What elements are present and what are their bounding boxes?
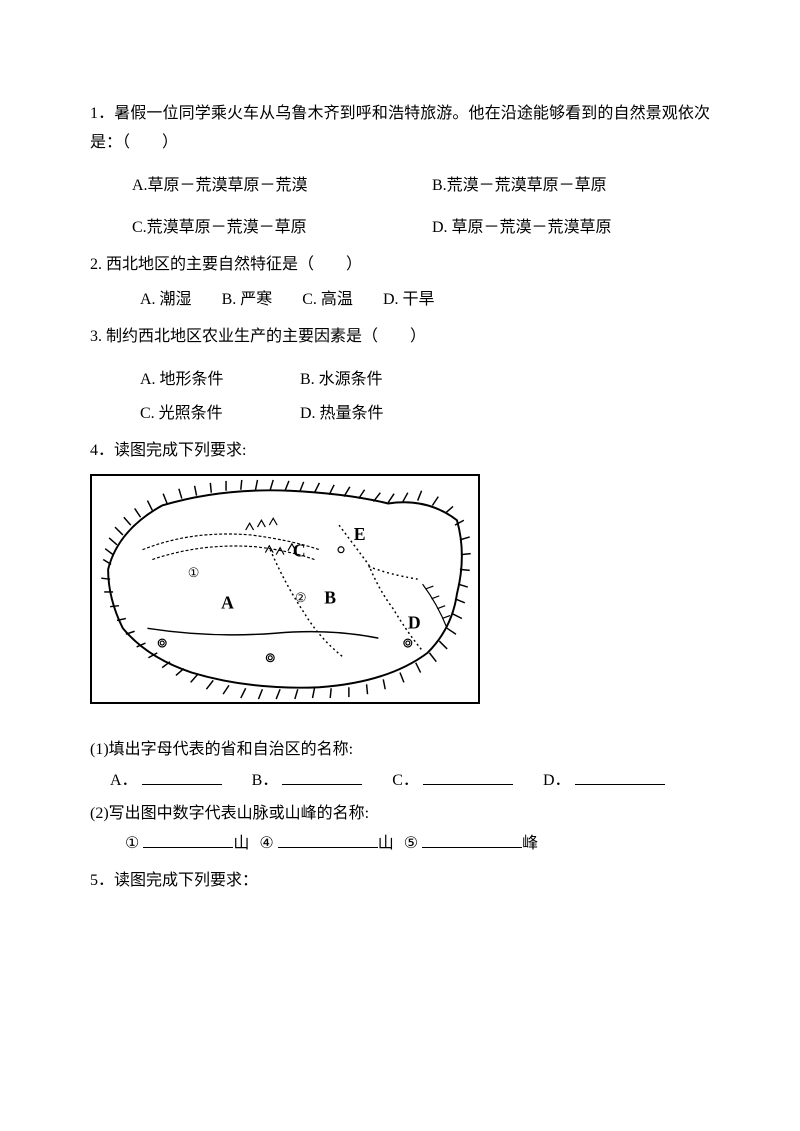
east-hatching [423,584,451,628]
q2-option-a: A. 潮湿 [140,286,192,315]
blank-b[interactable] [282,765,362,785]
q1-options-row1: A.草原－荒漠草原－荒漠 B.荒漠－荒漠草原－草原 [90,172,710,201]
q3-option-b: B. 水源条件 [300,366,383,395]
q4-num-5: ⑤ [404,830,418,859]
q4-num-1: ① [125,830,139,859]
q3-option-a: A. 地形条件 [140,366,300,395]
q4-blank-5: ⑤ 峰 [404,828,538,859]
map-label-A: A [221,593,234,613]
question-2: 2. 西北地区的主要自然特征是（ ） A. 潮湿 B. 严寒 C. 高温 D. … [90,251,710,315]
blank-5[interactable] [422,828,522,848]
city-markers [158,547,412,662]
q4-blank-b: B． [252,765,363,796]
map-label-D: D [408,612,421,632]
q4-text: 4．读图完成下列要求: [90,437,710,466]
q3-options-row2: C. 光照条件 D. 热量条件 [90,400,710,429]
q2-option-d: D. 干旱 [383,286,435,315]
q4-blank-a: A． [110,765,222,796]
q3-option-c: C. 光照条件 [140,400,300,429]
q4-num-4: ④ [259,830,273,859]
q4-blank-c: C． [392,765,513,796]
q4-label-c: C． [392,767,419,796]
q3-option-d: D. 热量条件 [300,400,384,429]
plateau-outline [108,490,462,687]
q2-option-c: C. 高温 [302,286,353,315]
q4-label-a: A． [110,767,138,796]
q2-option-b: B. 严寒 [222,286,273,315]
blank-1[interactable] [143,828,233,848]
question-4: 4．读图完成下列要求: [90,437,710,859]
question-3: 3. 制约西北地区农业生产的主要因素是（ ） A. 地形条件 B. 水源条件 C… [90,323,710,429]
q3-text: 3. 制约西北地区农业生产的主要因素是（ ） [90,323,710,352]
suffix-5: 峰 [522,830,538,859]
q4-label-b: B． [252,767,279,796]
hatching-outer [101,480,470,699]
question-5: 5．读图完成下列要求： [90,867,710,896]
q4-sub2-blanks: ① 山 ④ 山 ⑤ 峰 [90,828,710,859]
q1-text: 1．暑假一位同学乘火车从乌鲁木齐到呼和浩特旅游。他在沿途能够看到的自然景观依次是… [90,100,710,158]
q4-sub1-blanks: A． B． C． D． [90,765,710,796]
q4-blank-1: ① 山 [125,828,249,859]
map-figure: A B C D E ① ② [90,474,480,704]
blank-a[interactable] [142,765,222,785]
q5-text: 5．读图完成下列要求： [90,867,710,896]
q1-option-d: D. 草原－荒漠－荒漠草原 [432,214,612,243]
q1-options-row2: C.荒漠草原－荒漠－草原 D. 草原－荒漠－荒漠草原 [90,214,710,243]
map-num-2: ② [295,591,306,605]
map-label-E: E [354,524,366,544]
blank-c[interactable] [423,765,513,785]
q4-sub1: (1)填出字母代表的省和自治区的名称: [90,736,710,765]
blank-4[interactable] [278,828,378,848]
q3-options-row1: A. 地形条件 B. 水源条件 [90,366,710,395]
q2-text: 2. 西北地区的主要自然特征是（ ） [90,251,710,280]
q4-label-d: D． [543,767,571,796]
q1-option-a: A.草原－荒漠草原－荒漠 [132,172,432,201]
q4-blank-4: ④ 山 [259,828,393,859]
q1-option-b: B.荒漠－荒漠草原－草原 [432,172,607,201]
map-svg: A B C D E ① ② [92,476,478,702]
q2-options: A. 潮湿 B. 严寒 C. 高温 D. 干旱 [90,286,710,315]
blank-d[interactable] [575,765,665,785]
map-label-B: B [324,588,336,608]
q4-blank-d: D． [543,765,665,796]
suffix-1: 山 [233,830,249,859]
q4-sub2: (2)写出图中数字代表山脉或山峰的名称: [90,800,710,829]
question-1: 1．暑假一位同学乘火车从乌鲁木齐到呼和浩特旅游。他在沿途能够看到的自然景观依次是… [90,100,710,243]
suffix-4: 山 [378,830,394,859]
map-num-1: ① [188,566,199,580]
q1-option-c: C.荒漠草原－荒漠－草原 [132,214,432,243]
map-label-C: C [293,541,306,561]
river [147,628,378,638]
